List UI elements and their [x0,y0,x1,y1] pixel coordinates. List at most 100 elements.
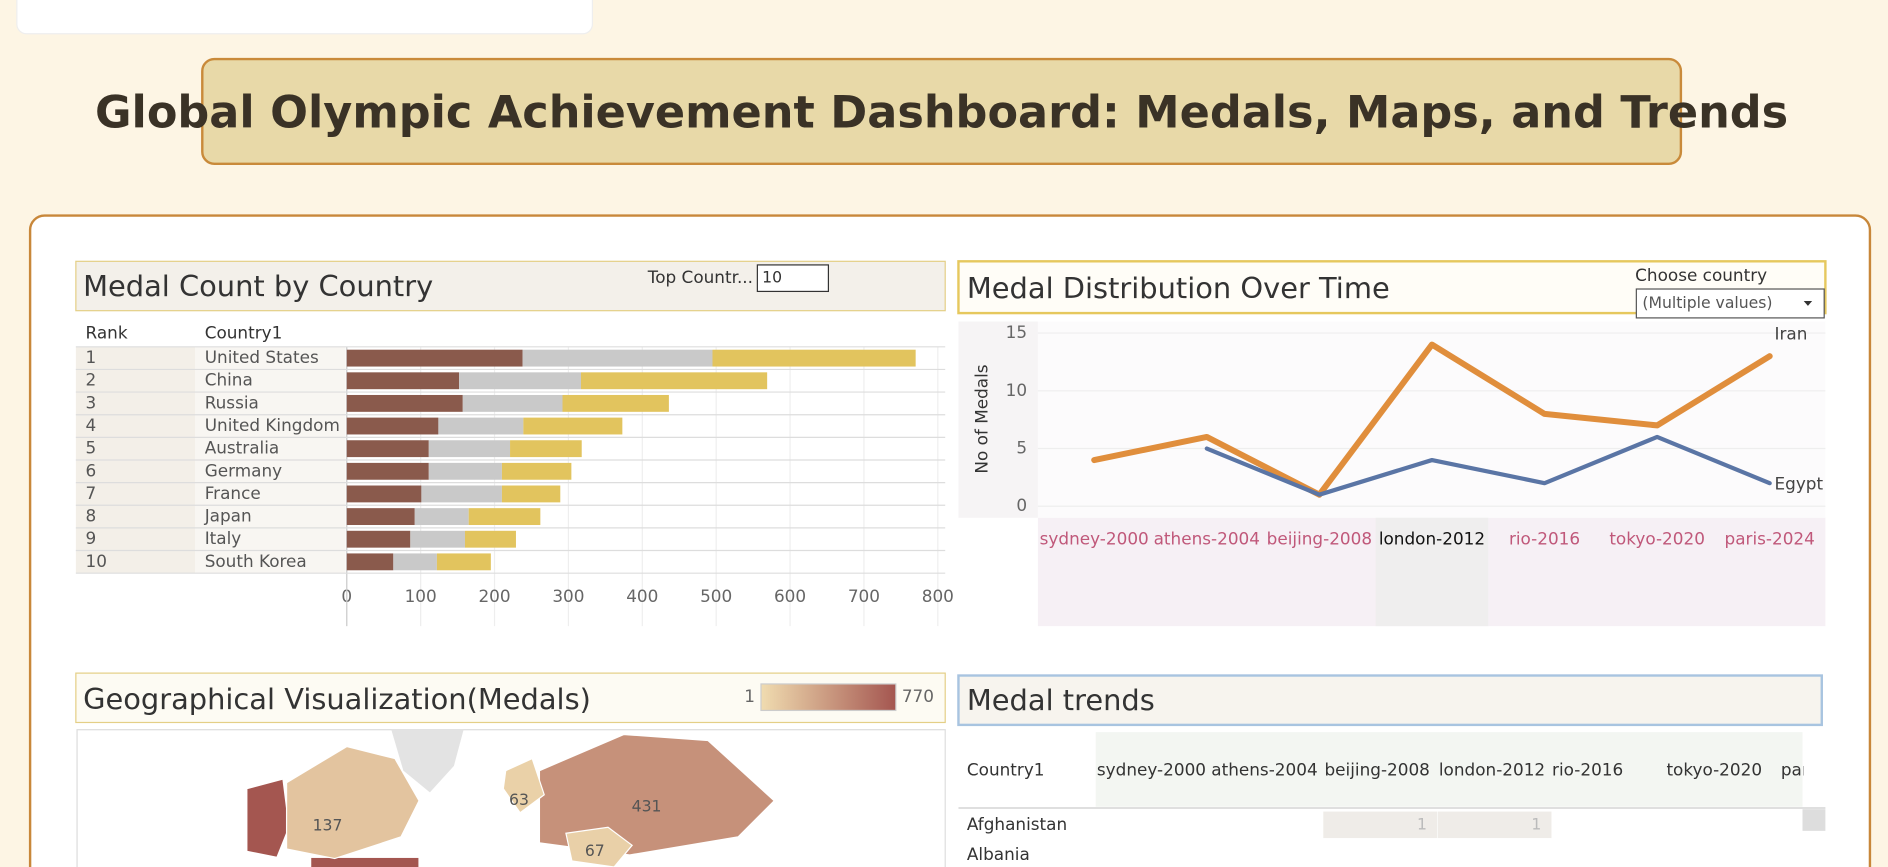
scroll-block [1802,809,1826,831]
x-tick-label: tokyo-2020 [1609,528,1705,548]
column-header: beijing-2008 [1324,760,1429,780]
page-title: Global Olympic Achievement Dashboard: Me… [95,87,1788,139]
x-tick-label: paris-2024 [1725,528,1815,548]
table-cell [1323,811,1438,839]
map-label: 63 [509,790,529,809]
line-series [1204,434,1772,497]
x-tick-label: sydney-2000 [1040,528,1149,548]
title-box [201,57,1683,165]
y-tick-label: Japan [204,506,252,526]
rank-label: 2 [85,370,96,390]
table-title: Medal trends [967,683,1155,717]
dropdown[interactable] [1635,288,1825,319]
rank-label: 7 [85,483,96,503]
bar-segment [562,394,669,412]
dropdown-arrow[interactable] [1803,301,1813,306]
row-label: Albania [967,844,1030,864]
x-tick-label: 300 [552,586,584,606]
column-header: london-2012 [1439,760,1545,780]
bar-segment [523,417,623,435]
highlight-column [1375,517,1489,627]
x-tick-label: 400 [626,586,658,606]
bar-segment [428,462,502,480]
chart-title: Medal Count by Country [83,269,433,303]
x-tick-label: 100 [405,586,437,606]
bar-segment [459,372,581,390]
country-shape [285,745,420,860]
bar-segment [346,530,411,548]
y-axis-label: No of Medals [972,364,992,473]
cell-value: 1 [1531,814,1541,833]
chart-title: Medal Distribution Over Time [967,271,1390,305]
x-tick-label: 800 [922,586,954,606]
y-tick-label: France [205,483,261,503]
bar-segment [346,349,523,367]
x-tick-label: 500 [700,586,732,606]
rank-label: 1 [85,347,96,367]
x-tick-label: 600 [774,586,806,606]
rank-label: 4 [85,415,96,435]
y-tick-label: Italy [205,528,242,548]
y-tick-label: 5 [1016,438,1027,458]
map-label: 137 [313,816,343,835]
rank-label: 8 [85,506,96,526]
rank-label: 6 [85,460,96,480]
row-label: Afghanistan [967,814,1067,834]
x-tick-label: athens-2004 [1154,528,1260,548]
y-tick-label: 15 [1006,322,1027,342]
map-label: 67 [585,841,605,860]
bar-segment [346,553,394,571]
column-header: Rank [85,323,127,343]
rank-label: 10 [85,551,106,571]
rank-label: 5 [85,438,96,458]
panel-header [957,674,1823,727]
table: Country1 sydney-2000 athens-2004 beijing-20… [967,760,1804,864]
control-label: Choose country [1635,265,1767,285]
column-header: Country1 [967,760,1045,780]
bar-segment [421,485,502,503]
bar-segment [438,417,524,435]
x-tick-label: rio-2016 [1509,528,1580,548]
bar-segment [712,349,916,367]
x-tick-label: 200 [478,586,510,606]
chart-title: Geographical Visualization(Medals) [83,682,591,716]
legend-min: 1 [744,686,755,706]
bar-segment [428,440,511,458]
x-tick-label: 700 [848,586,880,606]
bar-segment [393,553,437,571]
bar-segment [414,508,469,526]
input-value[interactable]: 10 [762,268,782,287]
y-tick-label: United Kingdom [205,415,340,435]
y-tick-label: South Korea [205,551,307,571]
dropdown-value[interactable]: (Multiple values) [1642,293,1772,312]
column-header: tokyo-2020 [1666,760,1762,780]
bar-segment [468,508,541,526]
bar-segment [346,440,429,458]
country-shape [310,856,420,867]
country-shape [502,757,545,814]
column-header: athens-2004 [1211,760,1317,780]
country-shape [538,733,776,856]
bar-segment [346,508,415,526]
y-tick-label: Germany [205,460,282,480]
top-card [16,0,594,35]
bar-segment [580,372,768,390]
x-tick-label: london-2012 [1379,528,1485,548]
bar-segment [510,440,582,458]
bar-segment [346,485,422,503]
bar-segment [346,462,429,480]
column-header: sydney-2000 [1097,760,1206,780]
series-label: Egypt [1775,473,1824,493]
x-tick-label: beijing-2008 [1267,528,1372,548]
input-box[interactable] [756,264,830,293]
country-shape [565,826,634,867]
column-header: rio-2016 [1552,760,1623,780]
bar-segment [464,530,516,548]
plot-area [1037,321,1826,518]
color-legend [760,683,897,712]
y-tick-label: United States [205,347,319,367]
series-label: Iran [1775,323,1808,343]
bar-segment [501,485,561,503]
rank-label: 9 [85,528,96,548]
